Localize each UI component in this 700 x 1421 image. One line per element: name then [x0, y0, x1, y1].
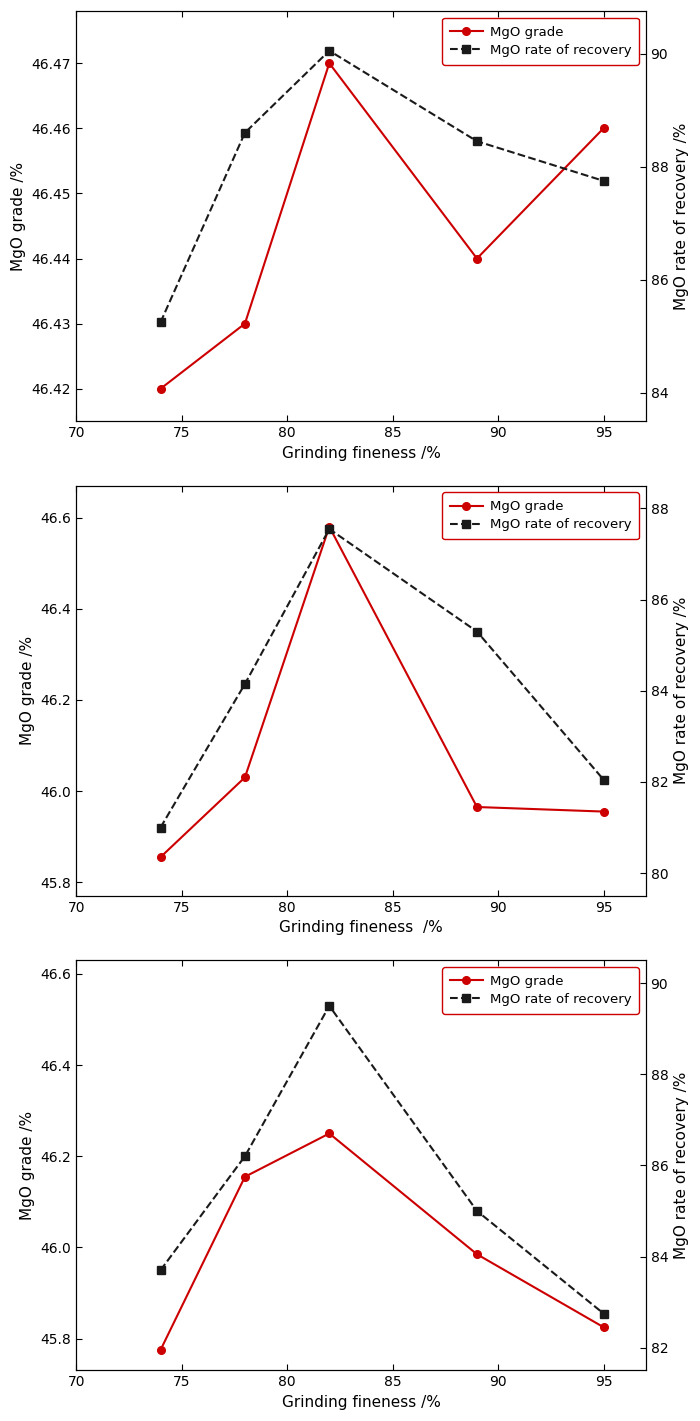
MgO grade	[241, 315, 249, 333]
Legend: MgO grade, MgO rate of recovery: MgO grade, MgO rate of recovery	[442, 966, 639, 1015]
Line: MgO rate of recovery: MgO rate of recovery	[157, 47, 608, 325]
MgO grade	[241, 1168, 249, 1185]
MgO grade	[156, 381, 164, 398]
Y-axis label: MgO rate of recovery /%: MgO rate of recovery /%	[674, 122, 689, 310]
Legend: MgO grade, MgO rate of recovery: MgO grade, MgO rate of recovery	[442, 492, 639, 540]
MgO grade	[156, 1341, 164, 1358]
MgO rate of recovery	[599, 772, 608, 789]
MgO rate of recovery	[325, 998, 333, 1015]
MgO rate of recovery	[325, 43, 333, 60]
X-axis label: Grinding fineness  /%: Grinding fineness /%	[279, 921, 443, 935]
MgO rate of recovery	[241, 124, 249, 141]
Y-axis label: MgO rate of recovery /%: MgO rate of recovery /%	[674, 1071, 689, 1259]
MgO rate of recovery	[156, 818, 164, 836]
Y-axis label: MgO grade /%: MgO grade /%	[20, 1111, 35, 1221]
MgO grade	[473, 250, 481, 267]
Y-axis label: MgO grade /%: MgO grade /%	[20, 637, 35, 746]
MgO rate of recovery	[473, 622, 481, 639]
MgO grade	[599, 803, 608, 820]
MgO rate of recovery	[241, 675, 249, 692]
MgO grade	[325, 54, 333, 71]
Line: MgO grade: MgO grade	[157, 1130, 608, 1354]
MgO grade	[325, 519, 333, 536]
X-axis label: Grinding fineness /%: Grinding fineness /%	[281, 446, 440, 460]
MgO rate of recovery	[599, 172, 608, 189]
MgO rate of recovery	[473, 1202, 481, 1219]
MgO grade	[599, 1319, 608, 1336]
MgO grade	[473, 1246, 481, 1263]
Legend: MgO grade, MgO rate of recovery: MgO grade, MgO rate of recovery	[442, 17, 639, 65]
MgO grade	[325, 1125, 333, 1142]
MgO grade	[156, 848, 164, 865]
MgO rate of recovery	[473, 132, 481, 149]
MgO grade	[599, 119, 608, 136]
MgO grade	[473, 799, 481, 816]
MgO rate of recovery	[156, 314, 164, 331]
MgO grade	[241, 769, 249, 786]
Line: MgO rate of recovery: MgO rate of recovery	[157, 526, 608, 831]
MgO rate of recovery	[241, 1148, 249, 1165]
Y-axis label: MgO grade /%: MgO grade /%	[11, 162, 26, 271]
MgO rate of recovery	[325, 520, 333, 537]
Line: MgO grade: MgO grade	[157, 60, 608, 392]
X-axis label: Grinding fineness /%: Grinding fineness /%	[281, 1395, 440, 1410]
Y-axis label: MgO rate of recovery /%: MgO rate of recovery /%	[674, 597, 689, 784]
MgO rate of recovery	[599, 1304, 608, 1322]
Line: MgO grade: MgO grade	[157, 523, 608, 861]
Line: MgO rate of recovery: MgO rate of recovery	[157, 1002, 608, 1317]
MgO rate of recovery	[156, 1262, 164, 1279]
